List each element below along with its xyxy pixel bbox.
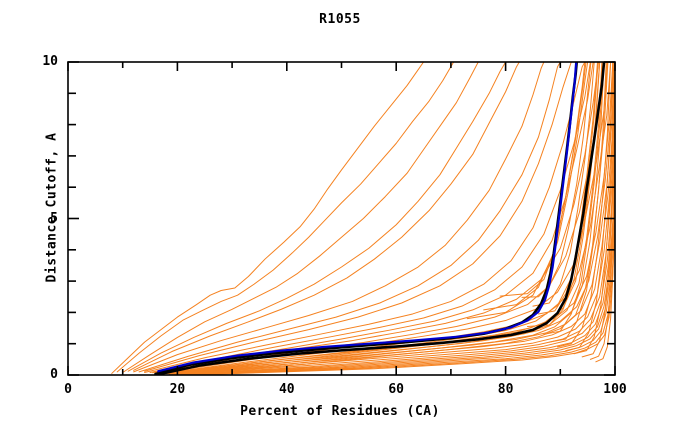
series-line [573, 62, 615, 355]
series-line [193, 146, 615, 375]
series-line [149, 62, 591, 373]
x-tick-label: 60 [388, 382, 405, 397]
series-line [532, 62, 595, 307]
series-line [155, 62, 604, 374]
series-line [152, 62, 594, 374]
y-tick-label: 5 [50, 210, 58, 226]
series-line [521, 62, 592, 298]
series-line [144, 62, 572, 372]
axis-layer [67, 61, 616, 376]
x-tick-label: 40 [278, 382, 295, 397]
series-line [165, 62, 598, 374]
series-line [122, 62, 479, 373]
series-line [156, 62, 606, 375]
series-line [187, 142, 615, 375]
series-line [171, 62, 615, 375]
series-line [157, 62, 578, 373]
series-line [174, 62, 615, 375]
series-line [581, 74, 615, 358]
tick-marks-layer [67, 61, 616, 376]
series-line [116, 62, 455, 373]
chart-title: R1055 [319, 12, 361, 27]
series-line [483, 62, 587, 311]
series-line [163, 62, 615, 375]
series-line [133, 62, 520, 371]
series-line [168, 62, 615, 375]
data-series-layer [111, 62, 615, 375]
series-line [111, 62, 425, 374]
x-tick-label: 20 [169, 382, 186, 397]
series-line [557, 62, 612, 348]
x-axis-label: Percent of Residues (CA) [240, 404, 440, 419]
x-tick-label: 100 [603, 382, 627, 397]
series-line [165, 62, 615, 375]
series-line [182, 139, 615, 375]
series-line [543, 62, 605, 335]
x-tick-label: 0 [64, 382, 72, 397]
y-axis-label: Distance Cutoff, A [44, 132, 60, 283]
series-line [565, 62, 614, 352]
series-line [548, 62, 609, 343]
series-line [133, 62, 545, 373]
y-tick-label: 0 [50, 367, 58, 382]
x-tick-label: 80 [497, 382, 514, 397]
series-line [589, 146, 615, 360]
series-line [127, 62, 507, 372]
series-line [138, 62, 561, 373]
series-line [182, 62, 605, 375]
series-line [499, 62, 589, 297]
y-tick-label: 10 [42, 54, 58, 69]
